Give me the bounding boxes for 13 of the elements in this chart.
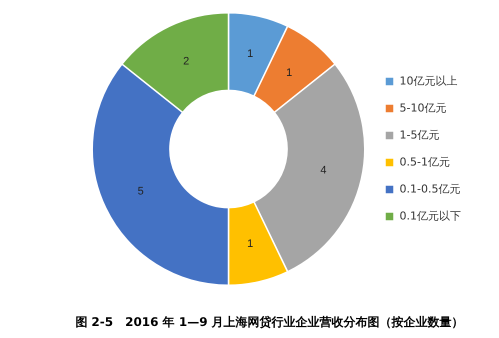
text: 图 2-5 2016 年 1—9 月上海网贷行业企业营收分布图（按企业数量） bbox=[74, 314, 465, 331]
data-label: 1 bbox=[247, 48, 254, 60]
legend-label: 5-10亿元 bbox=[400, 101, 446, 114]
data-label: 4 bbox=[320, 164, 327, 177]
data-label: 2 bbox=[183, 55, 190, 68]
legend-label: 1-5亿元 bbox=[400, 128, 440, 142]
legend-label: 0.5-1亿元 bbox=[400, 155, 450, 168]
legend-label: 0.1亿元以下 bbox=[400, 209, 462, 222]
legend-label: 10亿元以上 bbox=[400, 74, 458, 88]
data-label: 5 bbox=[138, 185, 144, 198]
legend-label: 0.1-0.5亿元 bbox=[400, 182, 460, 196]
data-label: 1 bbox=[286, 66, 292, 79]
data-label: 1 bbox=[247, 238, 254, 250]
